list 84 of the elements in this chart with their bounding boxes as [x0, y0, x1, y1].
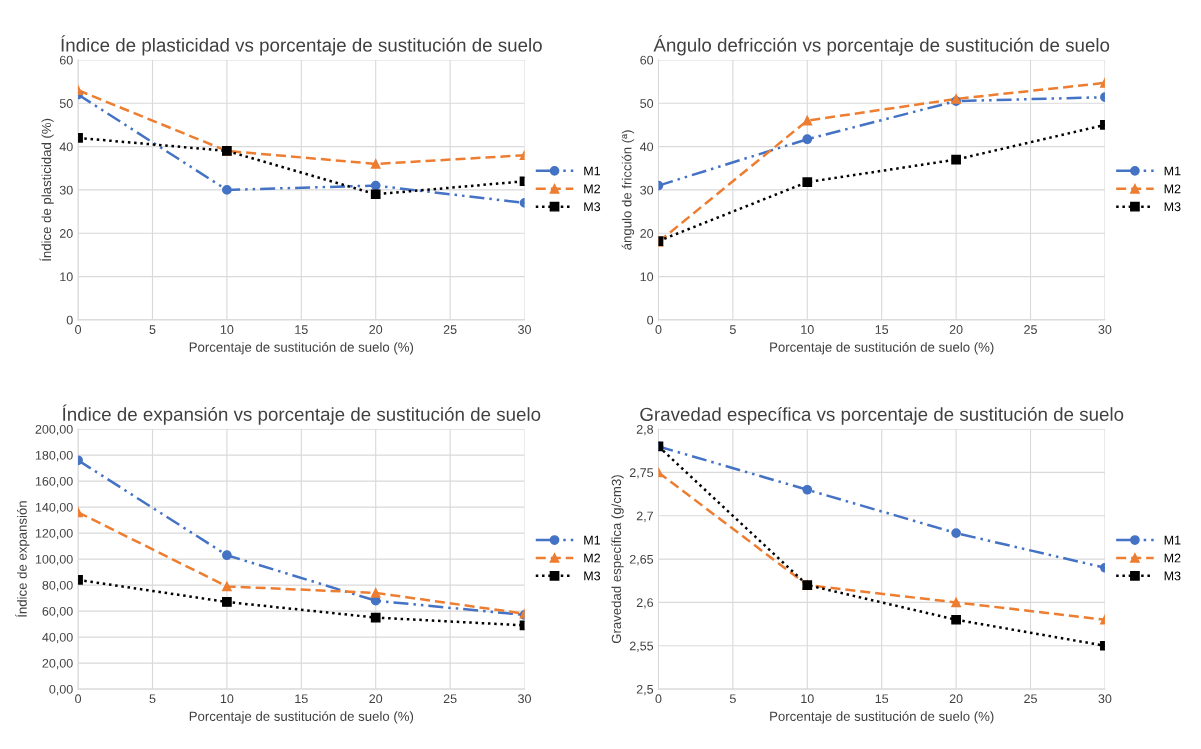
y-tick-label: 120,00 [35, 528, 73, 540]
x-axis-title: Porcentaje de sustitución de suelo (%) [770, 341, 994, 355]
x-tick-label: 10 [801, 325, 814, 334]
chart-title: Gravedad específica vs porcentaje de sustitución de suelo [640, 406, 1124, 425]
y-tick-label: 60,00 [42, 606, 73, 618]
legend-label: M1 [1164, 166, 1181, 176]
x-tick-label: 10 [220, 325, 234, 334]
x-tick-label: 15 [875, 694, 889, 704]
y-tick-label: 10 [640, 272, 654, 282]
y-tick-label: 0,00 [49, 684, 73, 696]
x-tick-label: 25 [443, 694, 457, 704]
y-tick-label: 2,6 [636, 598, 654, 609]
y-tick-label: 2,5 [636, 684, 654, 696]
y-tick-label: 60 [640, 55, 654, 65]
x-tick-label: 5 [729, 694, 736, 704]
legend-label: M3 [584, 571, 601, 581]
x-tick-label: 30 [1098, 694, 1112, 704]
y-tick-label: 50 [59, 99, 73, 108]
x-tick-label: 5 [149, 694, 156, 704]
y-tick-label: 50 [640, 99, 654, 108]
y-tick-label: 60 [59, 55, 73, 65]
x-tick-label: 20 [369, 325, 383, 334]
legend-label: M3 [1164, 202, 1181, 212]
x-tick-label: 0 [75, 694, 82, 704]
chart-title: Índice de plasticidad vs porcentaje de sustitución de suelo [61, 35, 542, 56]
x-axis-title: Porcentaje de sustitución de suelo (%) [189, 711, 414, 724]
x-tick-label: 15 [295, 325, 308, 334]
x-tick-label: 25 [1024, 694, 1037, 704]
chart-title: Índice de expansión vs porcentaje de sustitución de suelo [62, 404, 541, 425]
y-tick-label: 80,00 [42, 580, 73, 592]
y-tick-label: 180,00 [35, 450, 73, 462]
x-tick-label: 15 [295, 694, 308, 704]
x-tick-label: 5 [729, 325, 736, 334]
y-tick-label: 20 [640, 229, 654, 238]
legend-label: M2 [1164, 184, 1181, 194]
y-tick-label: 100,00 [35, 554, 73, 566]
x-tick-label: 30 [1098, 325, 1112, 334]
legend-label: M3 [584, 202, 601, 212]
y-tick-label: 40 [59, 142, 73, 152]
legend-label: M1 [584, 166, 601, 176]
y-tick-label: 40,00 [42, 632, 73, 644]
y-tick-label: 200,00 [35, 424, 73, 436]
y-tick-label: 2,8 [636, 424, 654, 436]
x-tick-label: 20 [949, 325, 963, 334]
y-tick-label: 2,75 [629, 468, 654, 479]
legend-label: M2 [584, 553, 601, 563]
x-tick-label: 20 [369, 694, 383, 704]
x-tick-label: 10 [801, 694, 814, 704]
y-tick-label: 40 [639, 142, 654, 152]
y-tick-label: 10 [60, 272, 73, 282]
y-axis-title: Gravedad específica (g/cm3) [611, 475, 624, 644]
y-tick-label: 0 [647, 315, 654, 325]
y-tick-label: 2,55 [629, 641, 654, 652]
y-tick-label: 30 [640, 185, 654, 195]
x-tick-label: 15 [875, 325, 889, 334]
y-tick-label: 2,7 [636, 511, 653, 522]
x-tick-label: 20 [949, 694, 963, 704]
x-tick-label: 30 [518, 694, 531, 704]
x-tick-label: 10 [220, 694, 234, 704]
x-tick-label: 30 [518, 325, 531, 334]
y-axis-title: Índice de plasticidad (%) [39, 118, 54, 261]
y-tick-label: 2,65 [629, 554, 654, 566]
chart-title: Ángulo defricción vs porcentaje de sustitución de suelo [653, 35, 1110, 56]
legend-label: M2 [584, 184, 601, 194]
legend-label: M3 [1164, 571, 1181, 581]
x-tick-label: 25 [443, 325, 457, 334]
y-tick-label: 0 [66, 315, 73, 325]
y-tick-label: 30 [59, 185, 73, 195]
legend-label: M1 [584, 535, 601, 545]
x-axis-title: Porcentaje de sustitución de suelo (%) [189, 341, 414, 355]
legend-label: M2 [1164, 553, 1181, 563]
x-tick-label: 25 [1024, 325, 1037, 334]
y-tick-label: 140,00 [35, 502, 73, 514]
y-axis-title: Índice de expansión [15, 501, 30, 617]
x-axis-title: Porcentaje de sustitución de suelo (%) [770, 711, 994, 724]
x-tick-label: 5 [149, 325, 156, 334]
y-tick-label: 160,00 [35, 476, 73, 488]
y-axis-title: ángulo de fricción (ª) [621, 130, 635, 250]
x-tick-label: 0 [655, 694, 662, 704]
y-tick-label: 20,00 [42, 658, 73, 670]
x-tick-label: 0 [75, 325, 82, 334]
y-tick-label: 20 [59, 229, 73, 238]
legend-label: M1 [1164, 535, 1181, 545]
x-tick-label: 0 [655, 325, 662, 334]
